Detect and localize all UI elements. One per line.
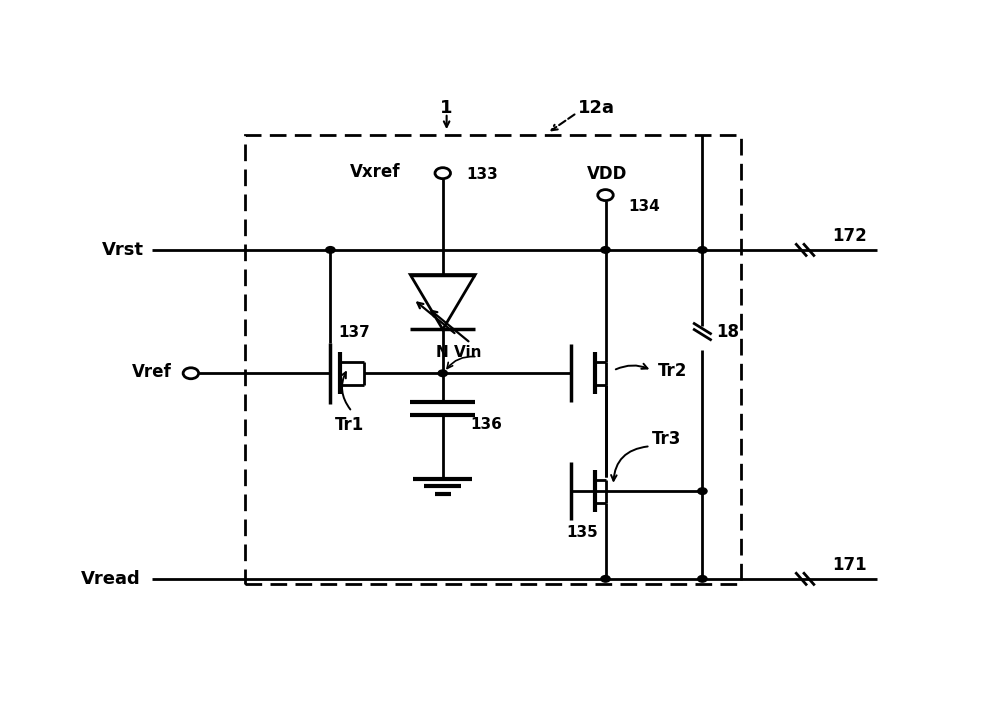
Text: 12a: 12a: [578, 100, 615, 117]
Text: Tr1: Tr1: [335, 417, 364, 434]
Text: Tr2: Tr2: [658, 362, 688, 379]
Circle shape: [326, 246, 335, 253]
Text: 18: 18: [716, 323, 739, 341]
Text: 134: 134: [629, 199, 660, 214]
Bar: [245, 135, 741, 585]
Text: Vrst: Vrst: [102, 241, 144, 259]
Circle shape: [698, 488, 707, 494]
Text: 135: 135: [567, 525, 598, 540]
Text: Vread: Vread: [81, 570, 140, 588]
Text: Vxref: Vxref: [350, 163, 400, 181]
Circle shape: [601, 575, 610, 582]
Text: 136: 136: [470, 417, 502, 431]
Text: 133: 133: [466, 167, 498, 182]
Circle shape: [601, 246, 610, 253]
Text: VDD: VDD: [587, 165, 627, 183]
Text: 172: 172: [833, 227, 867, 245]
Circle shape: [438, 370, 447, 377]
Text: Vref: Vref: [132, 363, 172, 381]
Circle shape: [698, 246, 707, 253]
Text: N Vin: N Vin: [436, 345, 482, 360]
Text: 171: 171: [833, 556, 867, 574]
Text: 1: 1: [440, 100, 453, 117]
Text: 137: 137: [338, 325, 370, 340]
Circle shape: [698, 575, 707, 582]
Text: Tr3: Tr3: [652, 430, 681, 448]
